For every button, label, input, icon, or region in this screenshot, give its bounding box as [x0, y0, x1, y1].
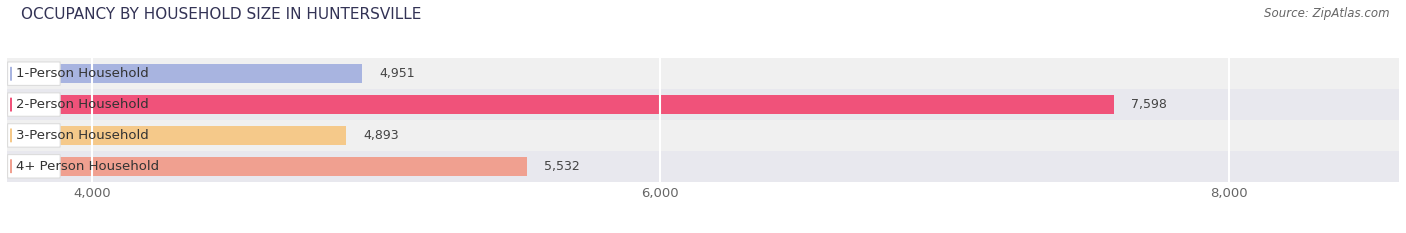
Bar [7, 157, 527, 176]
Bar [7, 151, 1399, 182]
Text: 3-Person Household: 3-Person Household [15, 129, 148, 142]
Bar [7, 95, 1115, 114]
FancyBboxPatch shape [7, 154, 60, 178]
Text: 5,532: 5,532 [544, 160, 581, 173]
FancyBboxPatch shape [7, 124, 60, 147]
Bar [7, 89, 1399, 120]
Text: 4,951: 4,951 [380, 67, 415, 80]
Text: 1-Person Household: 1-Person Household [15, 67, 148, 80]
Text: OCCUPANCY BY HOUSEHOLD SIZE IN HUNTERSVILLE: OCCUPANCY BY HOUSEHOLD SIZE IN HUNTERSVI… [21, 7, 422, 22]
Bar [7, 126, 346, 145]
Bar [7, 120, 1399, 151]
Text: 4+ Person Household: 4+ Person Household [15, 160, 159, 173]
Bar [7, 58, 1399, 89]
Text: 4,893: 4,893 [363, 129, 398, 142]
FancyBboxPatch shape [7, 93, 60, 116]
Text: Source: ZipAtlas.com: Source: ZipAtlas.com [1264, 7, 1389, 20]
FancyBboxPatch shape [7, 62, 60, 86]
Text: 7,598: 7,598 [1132, 98, 1167, 111]
Text: 2-Person Household: 2-Person Household [15, 98, 148, 111]
Bar [7, 64, 363, 83]
